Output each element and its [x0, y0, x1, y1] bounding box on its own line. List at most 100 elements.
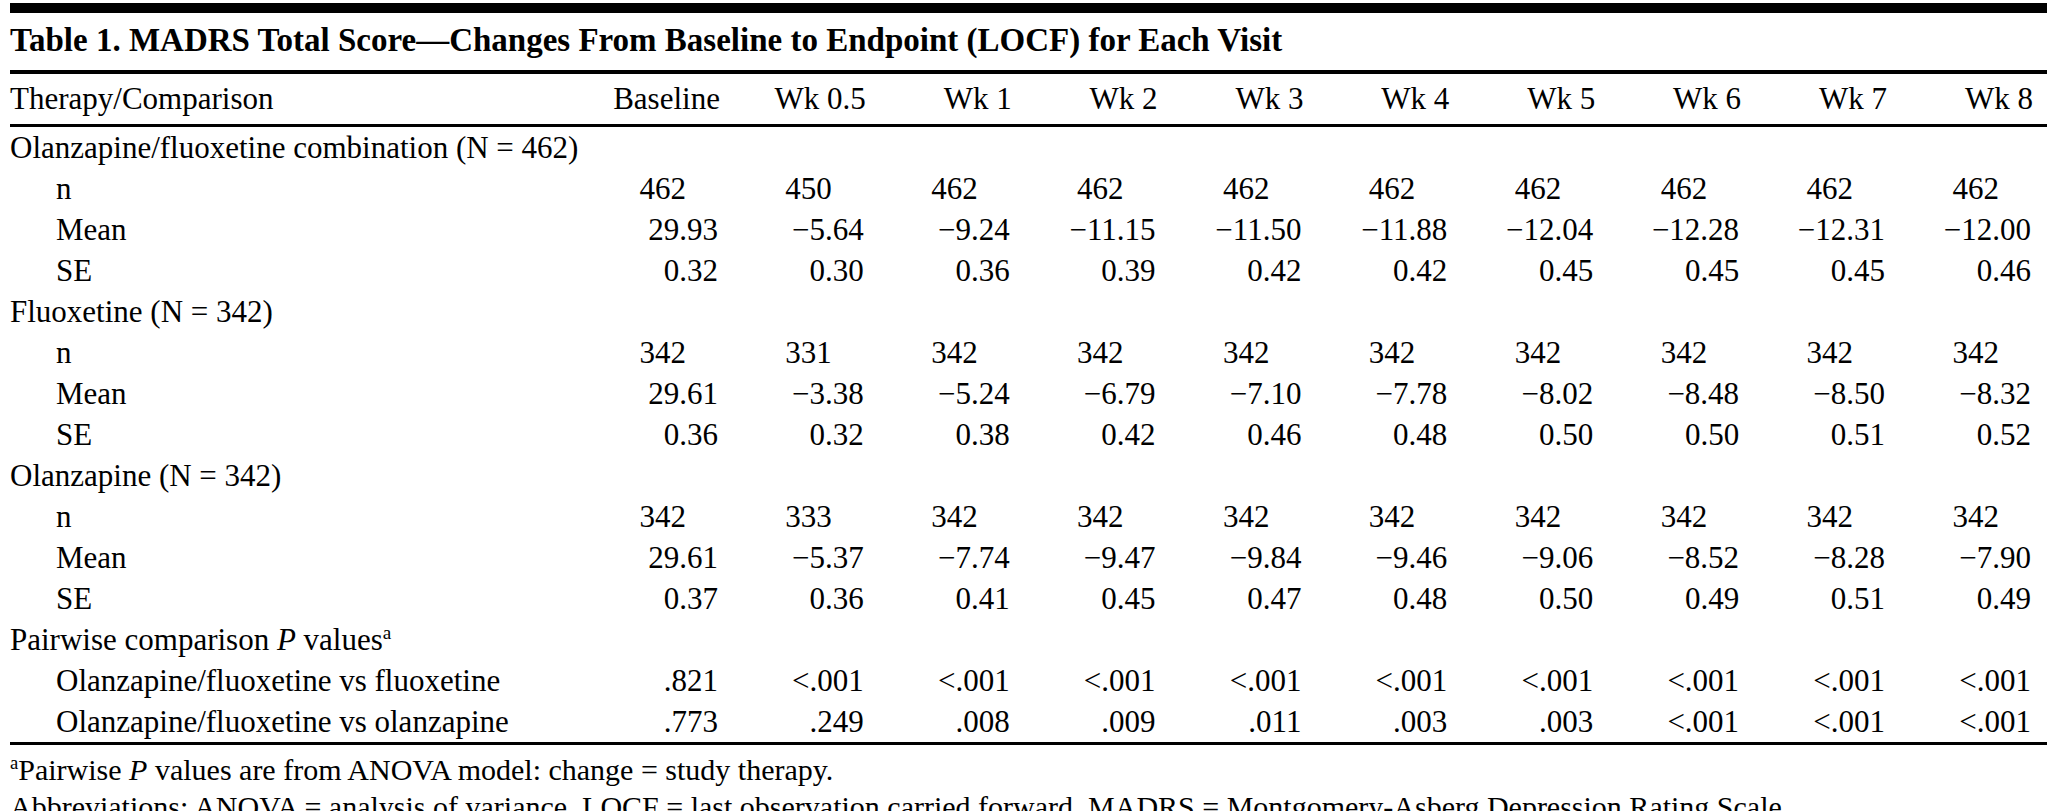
footnote-line: aPairwise P values are from ANOVA model:… — [10, 751, 2047, 788]
data-cell: 342 — [1755, 332, 1901, 373]
data-cell: 0.50 — [1609, 414, 1755, 455]
data-cell: <.001 — [1463, 660, 1609, 701]
column-header: Wk 4 — [1317, 74, 1463, 126]
data-cell: 0.51 — [1755, 414, 1901, 455]
row-label: n — [10, 332, 588, 373]
data-cell: 0.36 — [880, 250, 1026, 291]
data-cell: .011 — [1172, 701, 1318, 742]
data-cell: 450 — [734, 168, 880, 209]
data-cell: 342 — [1463, 332, 1609, 373]
data-cell: <.001 — [1609, 660, 1755, 701]
data-cell: <.001 — [1026, 660, 1172, 701]
row-label: n — [10, 168, 588, 209]
data-cell: −8.28 — [1755, 537, 1901, 578]
table-body: Olanzapine/fluoxetine combination (N = 4… — [10, 126, 2047, 743]
data-cell: 0.42 — [1317, 250, 1463, 291]
data-cell: 0.45 — [1463, 250, 1609, 291]
data-cell: 0.41 — [880, 578, 1026, 619]
group-header-row: Fluoxetine (N = 342) — [10, 291, 2047, 332]
data-row: n462450462462462462462462462462 — [10, 168, 2047, 209]
data-row: Olanzapine/fluoxetine vs fluoxetine.821<… — [10, 660, 2047, 701]
data-cell: 342 — [1317, 332, 1463, 373]
data-cell: −7.74 — [880, 537, 1026, 578]
data-cell: 0.32 — [734, 414, 880, 455]
row-label: Mean — [10, 209, 588, 250]
row-label: Mean — [10, 537, 588, 578]
column-header: Wk 0.5 — [734, 74, 880, 126]
data-cell: −9.06 — [1463, 537, 1609, 578]
data-cell: 462 — [1172, 168, 1318, 209]
data-cell: −12.04 — [1463, 209, 1609, 250]
data-cell: <.001 — [1317, 660, 1463, 701]
group-header-row: Olanzapine/fluoxetine combination (N = 4… — [10, 126, 2047, 169]
data-cell: −6.79 — [1026, 373, 1172, 414]
column-header: Wk 6 — [1609, 74, 1755, 126]
data-cell: −12.31 — [1755, 209, 1901, 250]
group-header-label: Fluoxetine (N = 342) — [10, 291, 2047, 332]
data-cell: −11.50 — [1172, 209, 1318, 250]
data-row: SE0.370.360.410.450.470.480.500.490.510.… — [10, 578, 2047, 619]
data-cell: −5.64 — [734, 209, 880, 250]
row-label: SE — [10, 414, 588, 455]
data-cell: .009 — [1026, 701, 1172, 742]
data-cell: 342 — [1026, 332, 1172, 373]
data-cell: −8.50 — [1755, 373, 1901, 414]
data-cell: .003 — [1317, 701, 1463, 742]
data-cell: <.001 — [1901, 701, 2047, 742]
data-cell: .249 — [734, 701, 880, 742]
madrs-table: Therapy/ComparisonBaselineWk 0.5Wk 1Wk 2… — [10, 74, 2047, 742]
data-cell: −5.24 — [880, 373, 1026, 414]
data-cell: −9.47 — [1026, 537, 1172, 578]
data-cell: 342 — [1609, 496, 1755, 537]
table-title: Table 1. MADRS Total Score—Changes From … — [10, 13, 2047, 70]
data-cell: 0.36 — [734, 578, 880, 619]
data-cell: −11.15 — [1026, 209, 1172, 250]
data-cell: 0.45 — [1026, 578, 1172, 619]
data-cell: 462 — [1609, 168, 1755, 209]
data-cell: 29.93 — [588, 209, 734, 250]
footnote-line: Abbreviations: ANOVA = analysis of varia… — [10, 788, 2047, 811]
data-cell: 0.49 — [1609, 578, 1755, 619]
data-cell: 0.46 — [1172, 414, 1318, 455]
data-cell: −8.32 — [1901, 373, 2047, 414]
data-cell: 462 — [1463, 168, 1609, 209]
data-cell: −8.02 — [1463, 373, 1609, 414]
data-cell: 462 — [1901, 168, 2047, 209]
data-cell: 462 — [1755, 168, 1901, 209]
data-cell: −12.28 — [1609, 209, 1755, 250]
row-label: SE — [10, 578, 588, 619]
data-cell: 331 — [734, 332, 880, 373]
data-cell: 0.37 — [588, 578, 734, 619]
data-cell: .773 — [588, 701, 734, 742]
paper-table-page: Table 1. MADRS Total Score—Changes From … — [0, 0, 2057, 811]
row-label: n — [10, 496, 588, 537]
group-header-label: Olanzapine (N = 342) — [10, 455, 2047, 496]
data-cell: −8.52 — [1609, 537, 1755, 578]
data-cell: 0.36 — [588, 414, 734, 455]
footnotes: aPairwise P values are from ANOVA model:… — [10, 745, 2047, 811]
data-cell: 0.32 — [588, 250, 734, 291]
data-cell: 0.30 — [734, 250, 880, 291]
row-label: SE — [10, 250, 588, 291]
data-cell: 0.42 — [1026, 414, 1172, 455]
data-cell: −7.90 — [1901, 537, 2047, 578]
data-row: SE0.320.300.360.390.420.420.450.450.450.… — [10, 250, 2047, 291]
data-row: Mean29.61−5.37−7.74−9.47−9.84−9.46−9.06−… — [10, 537, 2047, 578]
data-cell: 342 — [588, 332, 734, 373]
data-cell: 0.38 — [880, 414, 1026, 455]
top-rule — [10, 3, 2047, 13]
data-cell: 0.45 — [1755, 250, 1901, 291]
group-header-label: Pairwise comparison P valuesa — [10, 619, 2047, 660]
data-cell: 333 — [734, 496, 880, 537]
data-cell: 0.47 — [1172, 578, 1318, 619]
data-cell: 342 — [1172, 332, 1318, 373]
column-header: Wk 5 — [1463, 74, 1609, 126]
data-cell: <.001 — [1755, 701, 1901, 742]
data-cell: 0.51 — [1755, 578, 1901, 619]
data-cell: <.001 — [734, 660, 880, 701]
data-cell: 0.46 — [1901, 250, 2047, 291]
group-header-row: Pairwise comparison P valuesa — [10, 619, 2047, 660]
data-cell: 29.61 — [588, 373, 734, 414]
data-cell: 342 — [1901, 332, 2047, 373]
data-cell: 0.52 — [1901, 414, 2047, 455]
